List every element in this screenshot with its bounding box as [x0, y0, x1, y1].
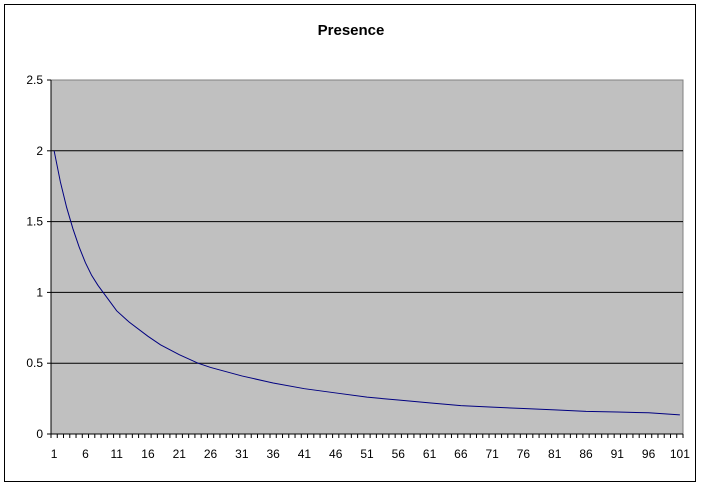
- x-tick-label-1: 1: [51, 447, 58, 461]
- series-group: [53, 150, 680, 416]
- y-tick-label-2: 1: [36, 285, 43, 299]
- y-tick-label-3: 1.5: [26, 215, 43, 229]
- y-tick-label-1: 0.5: [26, 356, 43, 370]
- x-tick-label-31: 31: [235, 447, 249, 461]
- x-tick-label-11: 11: [110, 447, 123, 461]
- x-tick-label-36: 36: [266, 447, 280, 461]
- x-tick-label-16: 16: [141, 447, 155, 461]
- x-tick-label-96: 96: [642, 447, 656, 461]
- x-tick-label-101: 101: [670, 447, 690, 461]
- y-tick-label-4: 2: [36, 144, 43, 158]
- x-tick-label-41: 41: [298, 447, 312, 461]
- series-line-0: [53, 150, 680, 416]
- x-tick-labels: 1 6 11 16 21 26 31 36 41 46 51 56 61 66 71 76 81 86 91 96 10…: [51, 447, 690, 461]
- x-tick-label-81: 81: [548, 447, 562, 461]
- x-tick-label-51: 51: [360, 447, 374, 461]
- y-tick-labels: 0 0.5 1 1.5 2 2.5: [26, 73, 43, 441]
- x-tick-label-26: 26: [204, 447, 218, 461]
- x-tick-label-61: 61: [423, 447, 437, 461]
- chart-title: Presence: [318, 22, 385, 39]
- x-tick-label-91: 91: [611, 447, 625, 461]
- grid-lines: [51, 150, 683, 364]
- x-tick-label-6: 6: [82, 447, 89, 461]
- x-tick-label-21: 21: [173, 447, 187, 461]
- x-tick-label-86: 86: [579, 447, 593, 461]
- y-tick-label-5: 2.5: [26, 73, 43, 87]
- x-tick-label-71: 71: [485, 447, 499, 461]
- plot-area: [50, 79, 684, 435]
- x-tick-label-56: 56: [392, 447, 406, 461]
- x-tick-label-76: 76: [517, 447, 531, 461]
- y-tick-label-0: 0: [36, 427, 43, 441]
- x-tick-label-46: 46: [329, 447, 343, 461]
- axes: [47, 79, 684, 438]
- x-tick-label-66: 66: [454, 447, 468, 461]
